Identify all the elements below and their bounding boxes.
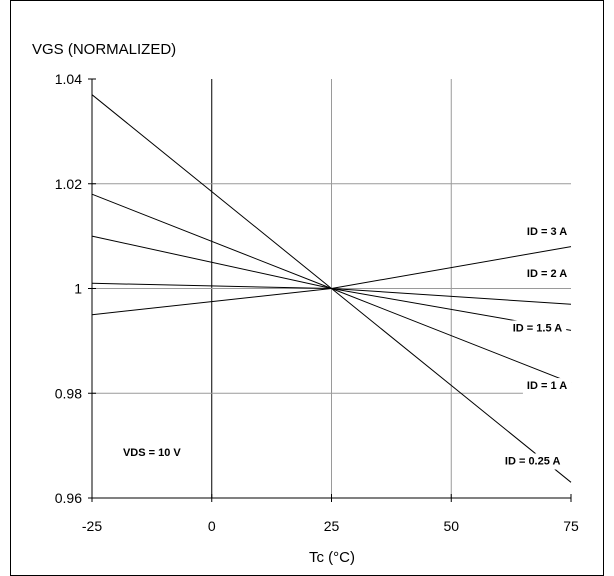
annotation-label: ID = 2 A — [527, 268, 567, 280]
annotation-background — [522, 265, 572, 282]
y-tick-label: 0.96 — [55, 490, 82, 506]
y-tick-label: 0.98 — [55, 385, 82, 401]
annotation-background — [522, 224, 572, 241]
annotation-background — [508, 320, 567, 337]
x-tick-label: -25 — [82, 518, 102, 534]
annotation-label: ID = 3 A — [527, 226, 567, 238]
annotation-group: ID = 1 A — [522, 378, 572, 395]
x-tick-label: 25 — [324, 518, 340, 534]
annotation-background — [522, 378, 572, 395]
x-tick-label: 50 — [443, 518, 459, 534]
annotation-label: ID = 1 A — [527, 380, 567, 392]
y-tick-label: 1 — [74, 281, 82, 297]
y-axis-label: VGS (NORMALIZED) — [32, 41, 176, 58]
annotation-group: VDS = 10 V — [118, 445, 186, 462]
annotation-label: VDS = 10 V — [123, 447, 181, 459]
annotation-background — [500, 453, 565, 470]
annotation-group: ID = 0.25 A — [500, 453, 565, 470]
annotation-group: ID = 2 A — [522, 265, 572, 282]
series-line — [91, 94, 572, 483]
x-tick-label: 75 — [563, 518, 579, 534]
annotation-background — [118, 445, 186, 462]
annotation-group: ID = 3 A — [522, 224, 572, 241]
y-tick-label: 1.02 — [55, 176, 82, 192]
y-tick-label: 1.04 — [55, 71, 82, 87]
annotation-label: ID = 0.25 A — [505, 455, 561, 467]
annotation-label: ID = 1.5 A — [513, 322, 562, 334]
x-tick-label: 0 — [208, 518, 216, 534]
x-axis-label: Tc (°C) — [309, 549, 355, 566]
annotation-group: ID = 1.5 A — [508, 320, 567, 337]
